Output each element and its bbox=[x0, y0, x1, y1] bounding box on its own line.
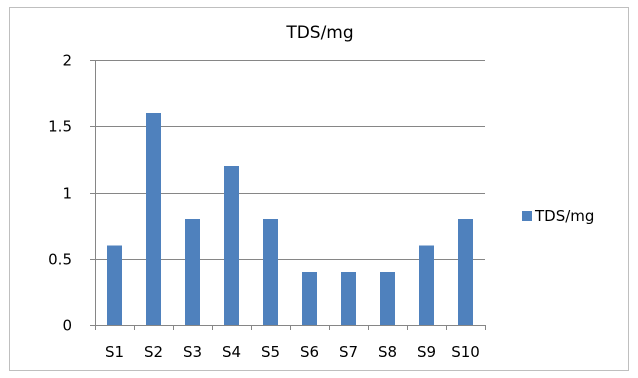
y-tick-label: 0 bbox=[62, 317, 72, 335]
x-tick-label: S2 bbox=[144, 343, 163, 361]
bar-s5 bbox=[263, 219, 278, 325]
bar-s1 bbox=[107, 245, 122, 325]
legend-swatch bbox=[522, 211, 532, 221]
bar-s10 bbox=[458, 219, 473, 325]
x-tick-label: S4 bbox=[222, 343, 241, 361]
axes bbox=[95, 60, 486, 330]
y-tick-label: 1.5 bbox=[48, 118, 72, 136]
x-tick-label: S6 bbox=[300, 343, 319, 361]
bar-s6 bbox=[302, 272, 317, 325]
x-tick-label: S8 bbox=[378, 343, 397, 361]
y-tick-label: 2 bbox=[62, 52, 72, 70]
bar-s3 bbox=[185, 219, 200, 325]
chart-title: TDS/mg bbox=[285, 23, 353, 43]
bar-s7 bbox=[341, 272, 356, 325]
x-tick-label: S10 bbox=[451, 343, 480, 361]
x-tick-label: S5 bbox=[261, 343, 280, 361]
bar-s9 bbox=[419, 245, 434, 325]
bar-s8 bbox=[380, 272, 395, 325]
x-tick-label: S1 bbox=[105, 343, 124, 361]
bar-s2 bbox=[146, 113, 161, 325]
bars bbox=[107, 113, 473, 325]
bar-s4 bbox=[224, 166, 239, 325]
x-tick-label: S7 bbox=[339, 343, 358, 361]
x-axis-tick-labels: S1 S2 S3 S4 S5 S6 S7 S8 S9 S10 bbox=[105, 343, 480, 361]
y-tick-label: 0.5 bbox=[48, 251, 72, 269]
legend: TDS/mg bbox=[522, 207, 594, 225]
y-tick-label: 1 bbox=[62, 185, 72, 203]
x-tick-label: S3 bbox=[183, 343, 202, 361]
x-tick-label: S9 bbox=[417, 343, 436, 361]
y-axis-tick-labels: 0 0.5 1 1.5 2 bbox=[48, 52, 72, 335]
legend-label: TDS/mg bbox=[534, 207, 594, 225]
